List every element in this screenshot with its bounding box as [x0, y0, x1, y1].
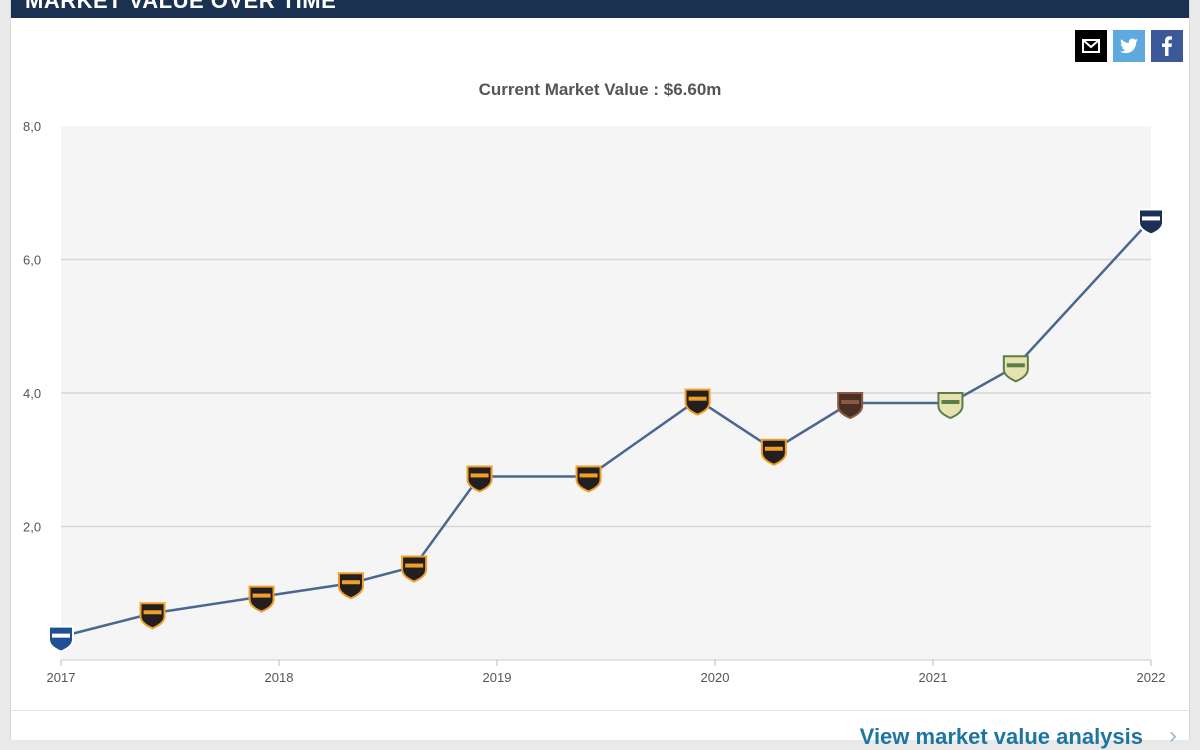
club-badge-band — [252, 593, 271, 598]
data-point-marker — [837, 392, 864, 420]
share-facebook-button[interactable] — [1151, 30, 1183, 62]
club-badge-band — [1006, 363, 1025, 368]
view-analysis-link[interactable]: View market value analysis — [859, 724, 1143, 749]
data-point-marker — [1138, 208, 1164, 236]
club-badge-band — [941, 400, 960, 405]
y-tick-label: 6,0 — [23, 253, 41, 268]
twitter-icon — [1120, 38, 1138, 54]
market-value-chart: 8,0 6,0 4,0 2,0 2017 2018 2019 2020 2021 2022 — [23, 119, 1166, 685]
data-point-marker — [466, 465, 493, 493]
club-badge-band — [341, 580, 360, 585]
club-badge-band — [841, 400, 860, 405]
club-badge-icon — [937, 392, 964, 420]
club-badge-icon — [684, 388, 711, 416]
market-value-panel: MARKET VALUE OVER TIME Current Market Va… — [10, 0, 1190, 749]
club-badge-band — [764, 446, 783, 451]
facebook-icon — [1162, 36, 1172, 56]
x-tick-label: 2022 — [1137, 670, 1166, 685]
data-point-marker — [337, 572, 364, 600]
club-badge-icon — [1002, 355, 1029, 383]
club-badge-icon — [337, 572, 364, 600]
data-point-marker — [684, 388, 711, 416]
share-twitter-button[interactable] — [1113, 30, 1145, 62]
x-tick-label: 2021 — [919, 670, 948, 685]
x-tick-label: 2018 — [265, 670, 294, 685]
data-point-marker — [248, 585, 275, 613]
club-badge-band — [579, 473, 598, 478]
club-badge-icon — [401, 555, 428, 583]
x-tick-label: 2017 — [47, 670, 76, 685]
panel-title: MARKET VALUE OVER TIME — [25, 0, 337, 13]
data-point-marker — [760, 438, 787, 466]
club-badge-icon — [760, 438, 787, 466]
club-badge-band — [143, 610, 162, 615]
club-badge-icon — [1138, 208, 1164, 236]
y-tick-label: 8,0 — [23, 119, 41, 134]
data-point-marker — [575, 465, 602, 493]
data-point-marker — [1002, 355, 1029, 383]
y-tick-label: 4,0 — [23, 386, 41, 401]
club-badge-icon — [248, 585, 275, 613]
y-tick-label: 2,0 — [23, 520, 41, 535]
club-badge-band — [52, 633, 70, 638]
club-badge-icon — [837, 392, 864, 420]
club-badge-band — [470, 473, 489, 478]
data-point-marker — [401, 555, 428, 583]
chevron-right-icon[interactable]: › — [1169, 722, 1177, 749]
data-point-marker — [139, 602, 166, 630]
club-badge-band — [688, 396, 707, 401]
email-icon — [1082, 39, 1100, 53]
share-email-button[interactable] — [1075, 30, 1107, 62]
data-point-marker — [937, 392, 964, 420]
club-badge-band — [405, 563, 424, 568]
x-tick-label: 2019 — [483, 670, 512, 685]
panel-header: MARKET VALUE OVER TIME — [11, 0, 1189, 18]
footer-divider — [11, 710, 1189, 711]
club-badge-band — [1142, 216, 1160, 221]
club-badge-icon — [466, 465, 493, 493]
x-tick-label: 2020 — [701, 670, 730, 685]
club-badge-icon — [48, 625, 74, 653]
club-badge-icon — [575, 465, 602, 493]
club-badge-icon — [139, 602, 166, 630]
chart-title: Current Market Value : $6.60m — [478, 80, 722, 99]
data-point-marker — [48, 625, 74, 653]
